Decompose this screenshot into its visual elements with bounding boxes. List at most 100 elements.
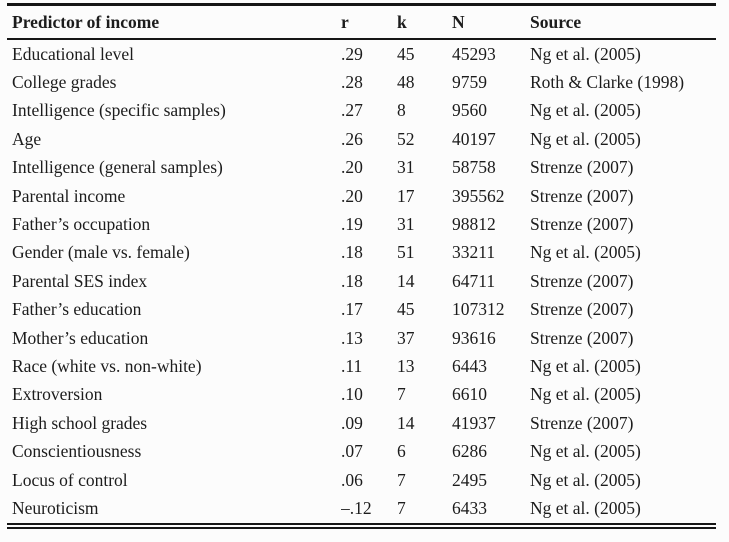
source-cell: Ng et al. (2005): [530, 441, 641, 462]
n-cell: 9759: [452, 72, 487, 93]
column-header-k: k: [397, 4, 452, 40]
r-cell: .20: [341, 157, 363, 178]
source-cell: Strenze (2007): [530, 270, 634, 291]
n-cell: 33211: [452, 242, 496, 263]
k-cell: 52: [397, 128, 415, 149]
k-cell: 7: [397, 469, 406, 490]
k-cell: 13: [397, 355, 415, 376]
source-cell: Ng et al. (2005): [530, 100, 641, 121]
source-cell: Strenze (2007): [530, 214, 634, 235]
column-header-predictor: Predictor of income: [7, 4, 341, 40]
n-cell: 6443: [452, 355, 487, 376]
table-row: Race (white vs. non-white) .11 13 6443 Ng et…: [7, 352, 716, 380]
income-predictors-table: Predictor of income r k N Source Educati…: [7, 3, 716, 529]
n-cell: 107312: [452, 299, 505, 320]
n-cell: 98812: [452, 214, 496, 235]
source-cell: Ng et al. (2005): [530, 43, 641, 64]
table-row: Parental income .20 17 395562 Strenze (2007): [7, 182, 716, 210]
k-cell: 51: [397, 242, 415, 263]
n-cell: 40197: [452, 128, 496, 149]
source-cell: Strenze (2007): [530, 157, 634, 178]
r-cell: .20: [341, 185, 363, 206]
table-row: Neuroticism –.12 7 6433 Ng et al. (2005): [7, 494, 716, 523]
predictor-cell: Extroversion: [12, 384, 103, 405]
k-cell: 14: [397, 270, 415, 291]
r-cell: .07: [341, 441, 363, 462]
predictor-cell: Father’s occupation: [12, 214, 151, 235]
k-cell: 31: [397, 214, 415, 235]
table-row: Conscientiousness .07 6 6286 Ng et al. (2005…: [7, 437, 716, 465]
n-cell: 6433: [452, 497, 487, 518]
table-row: Educational level .29 45 45293 Ng et al. (20…: [7, 39, 716, 68]
source-cell: Roth & Clarke (1998): [530, 72, 685, 93]
n-cell: 41937: [452, 412, 496, 433]
n-cell: 64711: [452, 270, 496, 291]
r-cell: –.12: [341, 497, 372, 518]
predictor-cell: Intelligence (specific samples): [12, 100, 226, 121]
predictor-cell: College grades: [12, 72, 117, 93]
k-cell: 14: [397, 412, 415, 433]
n-cell: 9560: [452, 100, 487, 121]
r-cell: .19: [341, 214, 363, 235]
source-cell: Ng et al. (2005): [530, 242, 641, 263]
n-cell: 2495: [452, 469, 487, 490]
k-cell: 31: [397, 157, 415, 178]
table-row: Intelligence (general samples) .20 31 58758…: [7, 154, 716, 182]
r-cell: .27: [341, 100, 363, 121]
bottom-double-rule: [7, 526, 716, 529]
predictor-cell: Parental SES index: [12, 270, 148, 291]
n-cell: 45293: [452, 43, 496, 64]
r-cell: .26: [341, 128, 363, 149]
k-cell: 7: [397, 497, 406, 518]
source-cell: Strenze (2007): [530, 299, 634, 320]
table-row: Gender (male vs. female) .18 51 33211 Ng et …: [7, 239, 716, 267]
k-cell: 37: [397, 327, 415, 348]
r-cell: .06: [341, 469, 363, 490]
predictor-cell: Educational level: [12, 43, 134, 64]
n-cell: 6610: [452, 384, 487, 405]
r-cell: .10: [341, 384, 363, 405]
k-cell: 17: [397, 185, 415, 206]
predictor-cell: Conscientiousness: [12, 441, 142, 462]
table-row: Age .26 52 40197 Ng et al. (2005): [7, 125, 716, 153]
source-cell: Ng et al. (2005): [530, 497, 641, 518]
r-cell: .28: [341, 72, 363, 93]
table-body: Educational level .29 45 45293 Ng et al. (20…: [7, 39, 716, 524]
r-cell: .18: [341, 242, 363, 263]
predictor-cell: Mother’s education: [12, 327, 149, 348]
table-row: Father’s education .17 45 107312 Strenze (20…: [7, 296, 716, 324]
source-cell: Strenze (2007): [530, 412, 634, 433]
table-row: Locus of control .06 7 2495 Ng et al. (2005): [7, 466, 716, 494]
source-cell: Ng et al. (2005): [530, 128, 641, 149]
n-cell: 6286: [452, 441, 487, 462]
r-cell: .09: [341, 412, 363, 433]
r-cell: .11: [341, 355, 363, 376]
predictor-cell: Gender (male vs. female): [12, 242, 190, 263]
column-header-source: Source: [530, 4, 716, 40]
predictor-cell: Parental income: [12, 185, 126, 206]
source-cell: Ng et al. (2005): [530, 469, 641, 490]
table-row: High school grades .09 14 41937 Strenze (200…: [7, 409, 716, 437]
column-header-r: r: [341, 4, 397, 40]
predictor-cell: Father’s education: [12, 299, 142, 320]
table-row: Mother’s education .13 37 93616 Strenze (200…: [7, 324, 716, 352]
column-header-n: N: [452, 4, 530, 40]
k-cell: 7: [397, 384, 406, 405]
table-row: Father’s occupation .19 31 98812 Strenze (20…: [7, 210, 716, 238]
predictor-cell: Intelligence (general samples): [12, 157, 223, 178]
predictor-cell: Neuroticism: [12, 497, 99, 518]
k-cell: 45: [397, 43, 415, 64]
source-cell: Strenze (2007): [530, 327, 634, 348]
k-cell: 6: [397, 441, 406, 462]
source-cell: Strenze (2007): [530, 185, 634, 206]
k-cell: 8: [397, 100, 406, 121]
k-cell: 45: [397, 299, 415, 320]
r-cell: .29: [341, 43, 363, 64]
r-cell: .13: [341, 327, 363, 348]
n-cell: 395562: [452, 185, 505, 206]
table-row: College grades .28 48 9759 Roth & Clarke (19…: [7, 68, 716, 96]
table-row: Extroversion .10 7 6610 Ng et al. (2005): [7, 381, 716, 409]
source-cell: Ng et al. (2005): [530, 355, 641, 376]
predictor-cell: High school grades: [12, 412, 148, 433]
table-header-row: Predictor of income r k N Source: [7, 4, 716, 40]
